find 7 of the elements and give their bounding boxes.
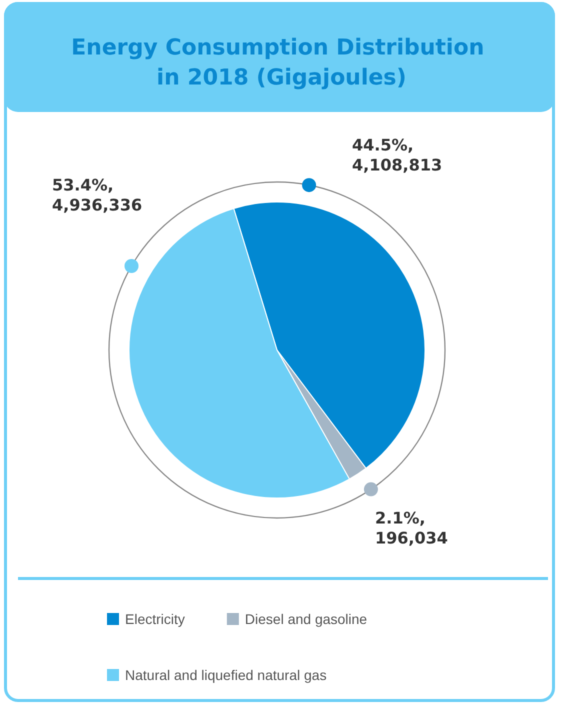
chart-title: Energy Consumption Distribution in 2018 (Gigajoules) [71,36,492,90]
data-label: 53.4%, 4,936,336 [52,176,142,214]
legend-label: Electricity [125,611,185,627]
legend-label: Diesel and gasoline [244,611,368,627]
data-label: 2.1%, 196,034 [375,508,448,548]
data-label: 44.5%, 4,108,813 [352,136,442,174]
legend-label: Natural and liquefied natural gas [125,667,327,683]
